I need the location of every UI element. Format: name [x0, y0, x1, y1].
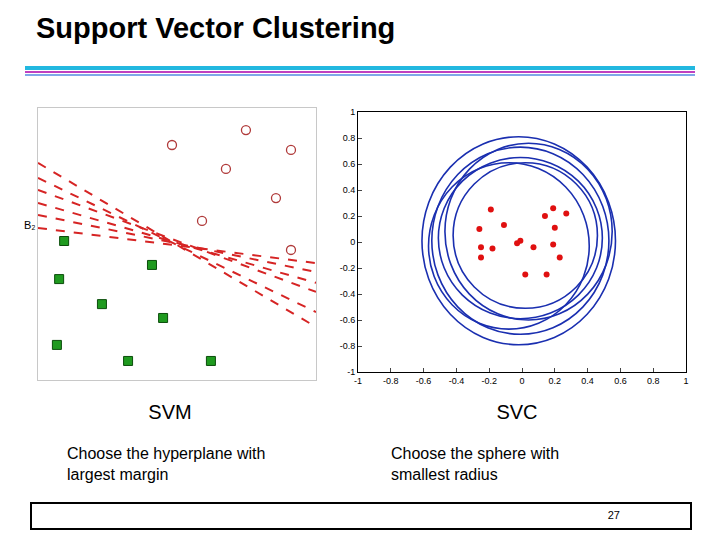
- svg-text:0.8: 0.8: [647, 376, 660, 386]
- svg-text:-1: -1: [354, 376, 362, 386]
- svg-text:-1: -1: [347, 367, 355, 377]
- svg-text:1: 1: [350, 107, 355, 117]
- svg-text:-0.8: -0.8: [340, 341, 356, 351]
- svg-text:0.6: 0.6: [614, 376, 627, 386]
- svg-text:0.4: 0.4: [343, 185, 356, 195]
- svg-text:-0.6: -0.6: [340, 315, 356, 325]
- svg-text:0.2: 0.2: [549, 376, 562, 386]
- html-text:SVC: SVC: [496, 401, 538, 423]
- svg-text:B₂: B₂: [24, 219, 36, 231]
- svg-text:0.6: 0.6: [343, 159, 356, 169]
- svg-text:1: 1: [683, 376, 688, 386]
- svg-text:-0.6: -0.6: [416, 376, 432, 386]
- svg-text:0: 0: [350, 237, 355, 247]
- html-text:Choose the sphere with smalles: Choose the sphere with smallest radius: [391, 445, 560, 483]
- svg-text:-0.8: -0.8: [383, 376, 399, 386]
- svg-text:-0.2: -0.2: [481, 376, 497, 386]
- html-text:Support Vector Clustering: Support Vector Clustering: [36, 12, 396, 44]
- html-text:27: 27: [607, 509, 620, 521]
- svg-text:-0.2: -0.2: [340, 263, 356, 273]
- svg-text:0.2: 0.2: [343, 211, 356, 221]
- svg-text:0.8: 0.8: [343, 133, 356, 143]
- html-text:SVM: SVM: [148, 401, 192, 423]
- svg-text:0: 0: [519, 376, 524, 386]
- svg-text:-0.4: -0.4: [340, 289, 356, 299]
- svg-text:-0.4: -0.4: [449, 376, 465, 386]
- html-text:Choose the hyperplane with lar: Choose the hyperplane with largest margi…: [67, 445, 266, 483]
- svg-text:0.4: 0.4: [581, 376, 594, 386]
